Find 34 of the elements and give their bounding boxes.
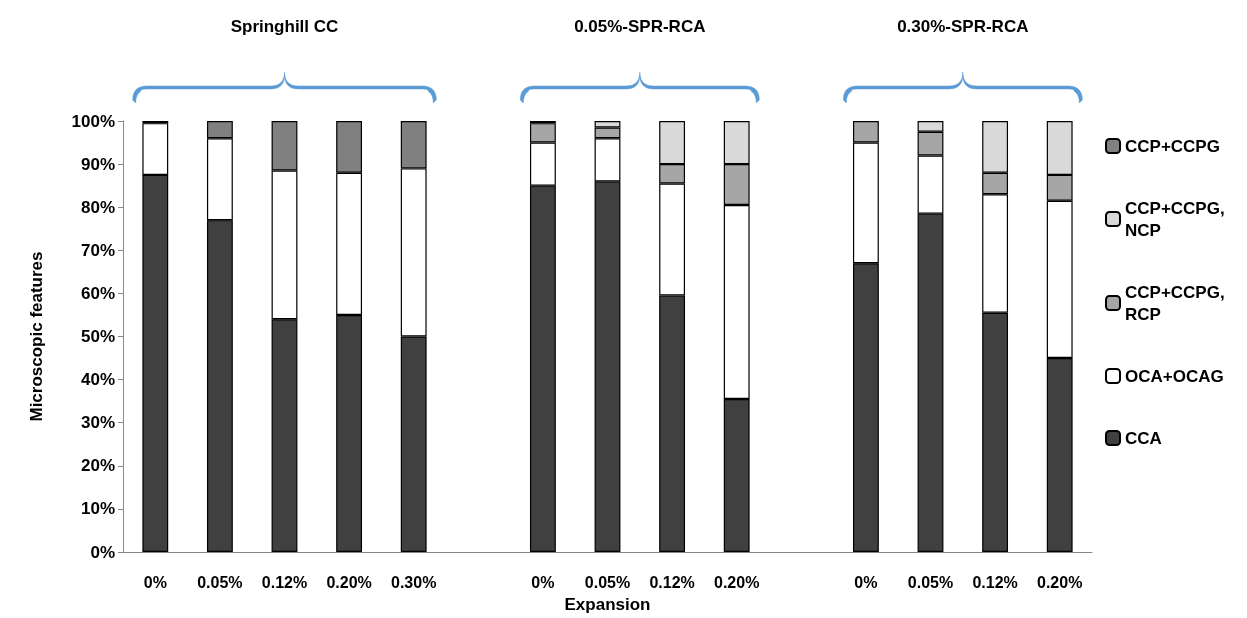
x-tick-label: 0.12% bbox=[261, 573, 308, 591]
x-tick-label: 0.05% bbox=[907, 573, 954, 591]
y-tick-label: 90% bbox=[80, 154, 115, 174]
x-axis-title: Expansion bbox=[564, 595, 651, 614]
x-tick-label: 0% bbox=[531, 573, 555, 591]
x-tick-label: 0.20% bbox=[714, 573, 760, 591]
y-tick-label: 70% bbox=[80, 240, 115, 260]
x-tick-label: 0.20% bbox=[326, 573, 372, 591]
y-tick-label: 60% bbox=[80, 283, 115, 303]
y-tick-label: 0% bbox=[90, 542, 115, 562]
text: 0.30%-SPR-RCA bbox=[897, 17, 1029, 36]
text: 0.05%-SPR-RCA bbox=[574, 17, 706, 36]
y-tick-label: 80% bbox=[80, 197, 115, 217]
legend-label: CCP+CCPG, NCP bbox=[1125, 198, 1230, 240]
x-tick-label: 0% bbox=[143, 573, 167, 591]
x-tick-label: 0.12% bbox=[649, 573, 695, 591]
legend-label: CCP+CCPG bbox=[1125, 136, 1220, 156]
text: Springhill CC bbox=[230, 17, 339, 36]
x-tick-label: 0.12% bbox=[972, 573, 1018, 591]
y-tick-label: 20% bbox=[80, 456, 115, 476]
y-tick-label: 30% bbox=[80, 413, 115, 433]
legend-label: OCA+OCAG bbox=[1125, 366, 1224, 386]
y-tick-label: 40% bbox=[80, 370, 115, 390]
x-tick-label: 0% bbox=[854, 573, 878, 591]
x-tick-label: 0.30% bbox=[391, 573, 437, 591]
y-tick-label: 100% bbox=[71, 111, 115, 131]
x-tick-label: 0.20% bbox=[1037, 573, 1083, 591]
x-tick-label: 0.05% bbox=[584, 573, 631, 591]
legend-label: CCA bbox=[1125, 428, 1162, 448]
x-tick-label: 0.05% bbox=[197, 573, 243, 591]
legend-label: CCP+CCPG, RCP bbox=[1125, 282, 1230, 324]
y-axis-title: Microscopic features bbox=[27, 251, 46, 422]
y-tick-label: 50% bbox=[80, 327, 115, 346]
y-tick-label: 10% bbox=[80, 499, 115, 519]
